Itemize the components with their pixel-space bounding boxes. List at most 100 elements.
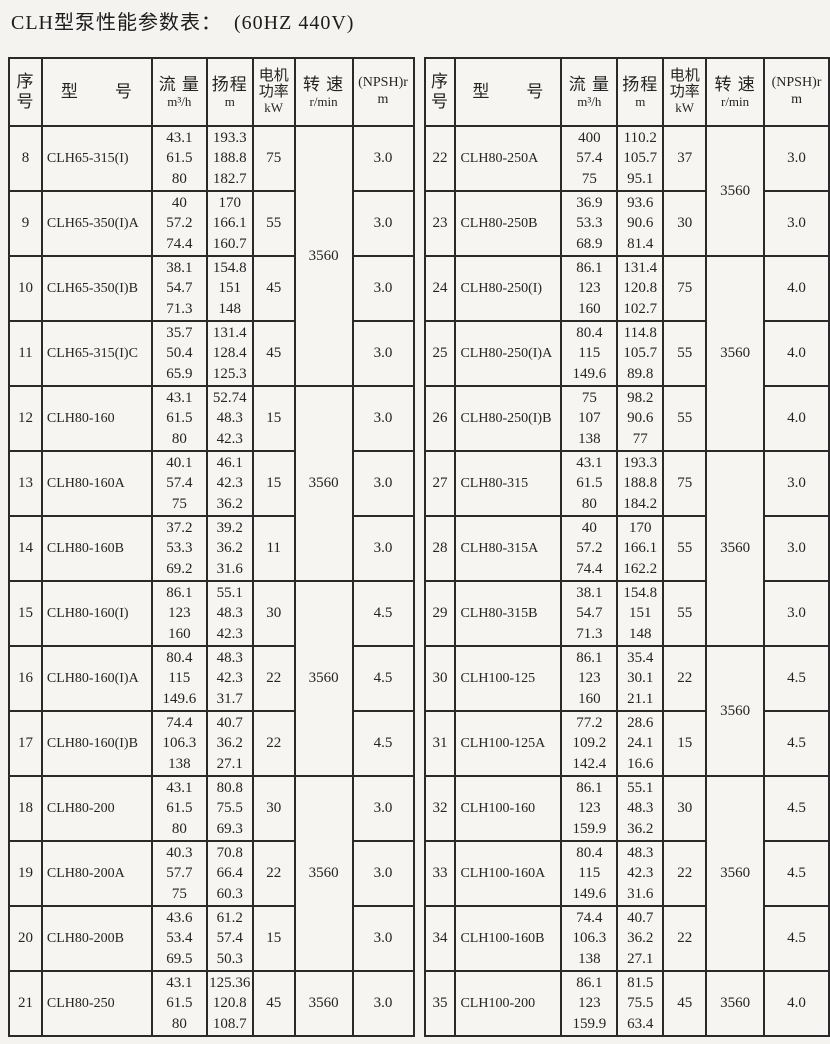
row-power: 22 xyxy=(251,710,296,777)
table-row: 20 CLH80-200B 43.6 53.4 69.5 61.2 57.4 50.3… xyxy=(8,905,415,972)
row-power: 45 xyxy=(251,255,296,322)
row-flow: 86.1 123 159.9 xyxy=(560,970,619,1037)
header-text: (NPSH)r xyxy=(771,75,822,91)
row-npsh: 4.5 xyxy=(763,905,830,972)
row-power: 55 xyxy=(662,515,708,582)
row-power: 11 xyxy=(251,515,296,582)
row-power: 30 xyxy=(251,580,296,647)
row-power: 22 xyxy=(662,905,708,972)
row-model: CLH100-160B xyxy=(454,905,563,972)
table-header: 序 号 型 号 流 量 m³/h 扬程 m 电机 xyxy=(8,57,415,127)
row-flow: 43.1 61.5 80 xyxy=(150,775,208,842)
row-head: 131.4 120.8 102.7 xyxy=(616,255,665,322)
row-head: 93.6 90.6 81.4 xyxy=(616,190,665,257)
row-model: CLH80-160(I)B xyxy=(40,710,153,777)
row-speed: 3560 xyxy=(293,580,354,777)
row-npsh: 4.5 xyxy=(763,710,830,777)
row-power: 22 xyxy=(251,840,296,907)
table-row: 23 CLH80-250B 36.9 53.3 68.9 93.6 90.6 81.4… xyxy=(423,190,830,257)
table-row: 28 CLH80-315A 40 57.2 74.4 170 166.1 162.2 5… xyxy=(423,515,830,582)
pump-table-right: 序 号 型 号 流 量 m³/h 扬程 m 电机 xyxy=(423,57,830,1037)
row-power: 55 xyxy=(662,320,708,387)
header-text: 功率 xyxy=(258,83,289,100)
row-model: CLH65-315(I) xyxy=(40,125,153,192)
table-row: 8 CLH65-315(I) 43.1 61.5 80 193.3 188.8 182… xyxy=(8,125,415,387)
row-model: CLH80-160B xyxy=(40,515,153,582)
row-model: CLH80-250(I) xyxy=(454,255,563,322)
row-head: 131.4 128.4 125.3 xyxy=(205,320,254,387)
header-text: 号 xyxy=(430,92,449,111)
row-power: 75 xyxy=(251,125,296,192)
row-npsh: 4.5 xyxy=(351,580,415,647)
header-text: 号 xyxy=(16,92,35,111)
row-npsh: 4.5 xyxy=(763,840,830,907)
row-npsh: 3.0 xyxy=(351,450,415,517)
row-serial: 27 xyxy=(423,450,457,517)
row-speed: 3560 xyxy=(293,125,354,387)
row-power: 75 xyxy=(662,255,708,322)
row-flow: 35.7 50.4 65.9 xyxy=(150,320,208,387)
table-row: 32 CLH100-160 86.1 123 159.9 55.1 48.3 36.2… xyxy=(423,775,830,972)
row-head: 110.2 105.7 95.1 xyxy=(616,125,665,192)
row-serial: 19 xyxy=(8,840,43,907)
row-serial: 17 xyxy=(8,710,43,777)
row-serial: 18 xyxy=(8,775,43,842)
table-body-left: 8 CLH65-315(I) 43.1 61.5 80 193.3 188.8 182… xyxy=(8,125,415,1037)
row-model: CLH80-160 xyxy=(40,385,153,452)
row-head: 114.8 105.7 89.8 xyxy=(616,320,665,387)
row-model: CLH80-250B xyxy=(454,190,563,257)
row-speed: 3560 xyxy=(705,645,766,777)
row-model: CLH80-200B xyxy=(40,905,153,972)
row-npsh: 4.5 xyxy=(351,645,415,712)
row-npsh: 4.0 xyxy=(763,320,830,387)
row-npsh: 3.0 xyxy=(763,450,830,517)
row-flow: 75 107 138 xyxy=(560,385,619,452)
col-header-speed: 转 速 r/min xyxy=(293,57,354,127)
row-serial: 16 xyxy=(8,645,43,712)
row-serial: 35 xyxy=(423,970,457,1037)
table-row: 14 CLH80-160B 37.2 53.3 69.2 39.2 36.2 31.6… xyxy=(8,515,415,582)
table-row: 31 CLH100-125A 77.2 109.2 142.4 28.6 24.1 1… xyxy=(423,710,830,777)
row-model: CLH65-350(I)B xyxy=(40,255,153,322)
table-row: 16 CLH80-160(I)A 80.4 115 149.6 48.3 42.3 3… xyxy=(8,645,415,712)
row-flow: 36.9 53.3 68.9 xyxy=(560,190,619,257)
header-text: 转 速 xyxy=(714,75,756,95)
header-text: 电机 xyxy=(258,68,289,85)
table-row: 24 CLH80-250(I) 86.1 123 160 131.4 120.8 10… xyxy=(423,255,830,452)
row-serial: 31 xyxy=(423,710,457,777)
row-serial: 12 xyxy=(8,385,43,452)
row-head: 39.2 36.2 31.6 xyxy=(205,515,254,582)
row-flow: 77.2 109.2 142.4 xyxy=(560,710,619,777)
row-head: 154.8 151 148 xyxy=(616,580,665,647)
table-row: 18 CLH80-200 43.1 61.5 80 80.8 75.5 69.3 30 3… xyxy=(8,775,415,972)
row-head: 48.3 42.3 31.6 xyxy=(616,840,665,907)
row-model: CLH80-160(I) xyxy=(40,580,153,647)
row-serial: 34 xyxy=(423,905,457,972)
row-head: 28.6 24.1 16.6 xyxy=(616,710,665,777)
row-flow: 43.1 61.5 80 xyxy=(150,385,208,452)
row-head: 55.1 48.3 36.2 xyxy=(616,775,665,842)
row-speed: 3560 xyxy=(705,450,766,647)
header-unit: kW xyxy=(264,99,284,115)
row-speed: 3560 xyxy=(705,255,766,452)
header-unit: kW xyxy=(675,99,695,115)
row-serial: 32 xyxy=(423,775,457,842)
row-power: 55 xyxy=(662,385,708,452)
row-flow: 43.1 61.5 80 xyxy=(150,125,208,192)
row-npsh: 4.0 xyxy=(763,255,830,322)
row-serial: 26 xyxy=(423,385,457,452)
row-model: CLH65-315(I)C xyxy=(40,320,153,387)
col-header-model: 型 号 xyxy=(454,57,563,127)
row-head: 170 166.1 160.7 xyxy=(205,190,254,257)
row-head: 61.2 57.4 50.3 xyxy=(205,905,254,972)
row-npsh: 3.0 xyxy=(351,775,415,842)
row-npsh: 3.0 xyxy=(763,580,830,647)
header-unit: r/min xyxy=(720,93,750,109)
row-model: CLH80-250A xyxy=(454,125,563,192)
table-body-right: 22 CLH80-250A 400 57.4 75 110.2 105.7 95.1 3… xyxy=(423,125,830,1037)
header-unit: m xyxy=(224,93,235,109)
row-serial: 15 xyxy=(8,580,43,647)
row-serial: 9 xyxy=(8,190,43,257)
page-title: CLH型泵性能参数表： (60HZ 440V) xyxy=(11,12,355,34)
col-header-speed: 转 速 r/min xyxy=(705,57,766,127)
